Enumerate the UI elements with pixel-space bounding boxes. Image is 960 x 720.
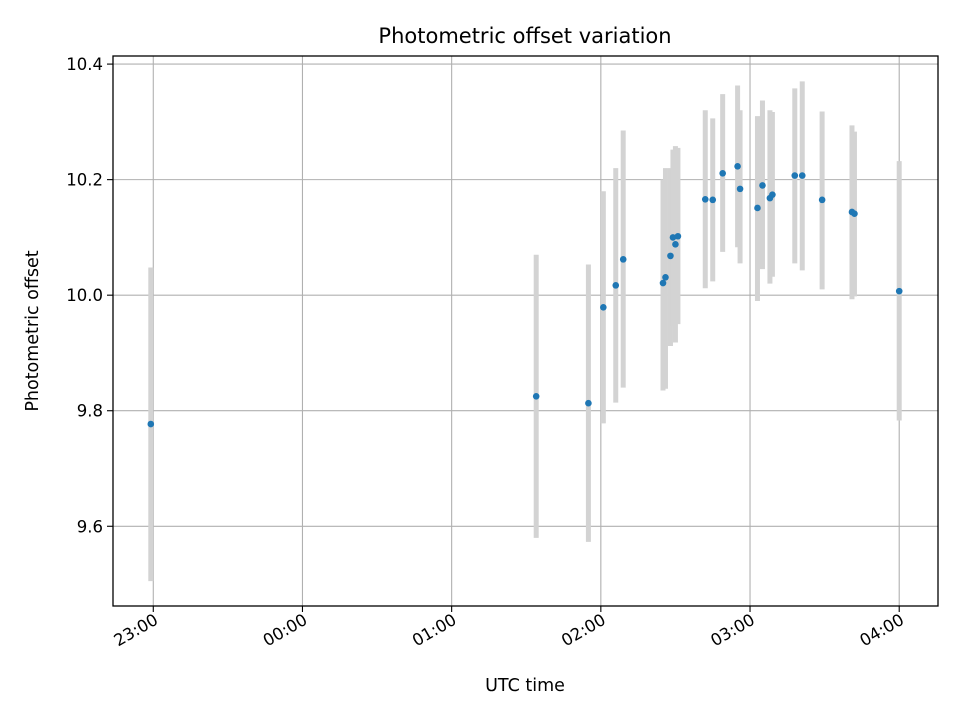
data-point (895, 287, 903, 295)
x-tick-label: 03:00 (707, 610, 758, 650)
data-point (612, 282, 620, 289)
data-point (719, 169, 726, 177)
data-point (672, 241, 679, 248)
x-tick-label: 04:00 (857, 610, 908, 650)
data-point (662, 273, 669, 281)
y-tick-label: 9.6 (77, 517, 103, 536)
data-point (769, 191, 776, 198)
data-points (147, 163, 903, 428)
data-point (818, 196, 826, 204)
x-tick-label: 00:00 (260, 610, 311, 650)
y-axis-ticks: 9.6 9.8 10.0 10.2 10.4 (66, 55, 113, 536)
data-point (147, 420, 155, 428)
plot-background (113, 56, 938, 606)
data-point (759, 182, 766, 189)
data-point (709, 196, 717, 204)
data-point (791, 172, 799, 179)
data-point (600, 304, 607, 311)
x-tick-label: 23:00 (111, 610, 162, 650)
data-point (701, 195, 709, 203)
x-tick-label: 01:00 (409, 610, 460, 650)
plot-frame (112, 55, 939, 607)
data-point (659, 279, 667, 287)
chart-title: Photometric offset variation (378, 24, 671, 48)
data-point (674, 232, 682, 240)
data-point (619, 256, 627, 263)
y-axis-label: Photometric offset (23, 250, 43, 411)
y-tick-label: 10.4 (66, 55, 103, 74)
y-tick-label: 10.2 (66, 171, 103, 190)
data-point (667, 252, 674, 260)
y-tick-label: 9.8 (77, 402, 103, 421)
data-point (754, 204, 761, 212)
data-point (585, 399, 592, 407)
data-point (734, 163, 741, 170)
data-point (798, 172, 806, 179)
x-axis-label: UTC time (485, 676, 565, 696)
y-tick-label: 10.0 (66, 286, 103, 305)
data-point (736, 185, 744, 193)
data-point (851, 210, 858, 218)
x-tick-label: 02:00 (558, 610, 609, 650)
data-point (532, 392, 540, 400)
data-point (669, 234, 677, 241)
x-axis-ticks: 23:00 00:00 01:00 02:00 03:00 04:00 (111, 606, 908, 650)
